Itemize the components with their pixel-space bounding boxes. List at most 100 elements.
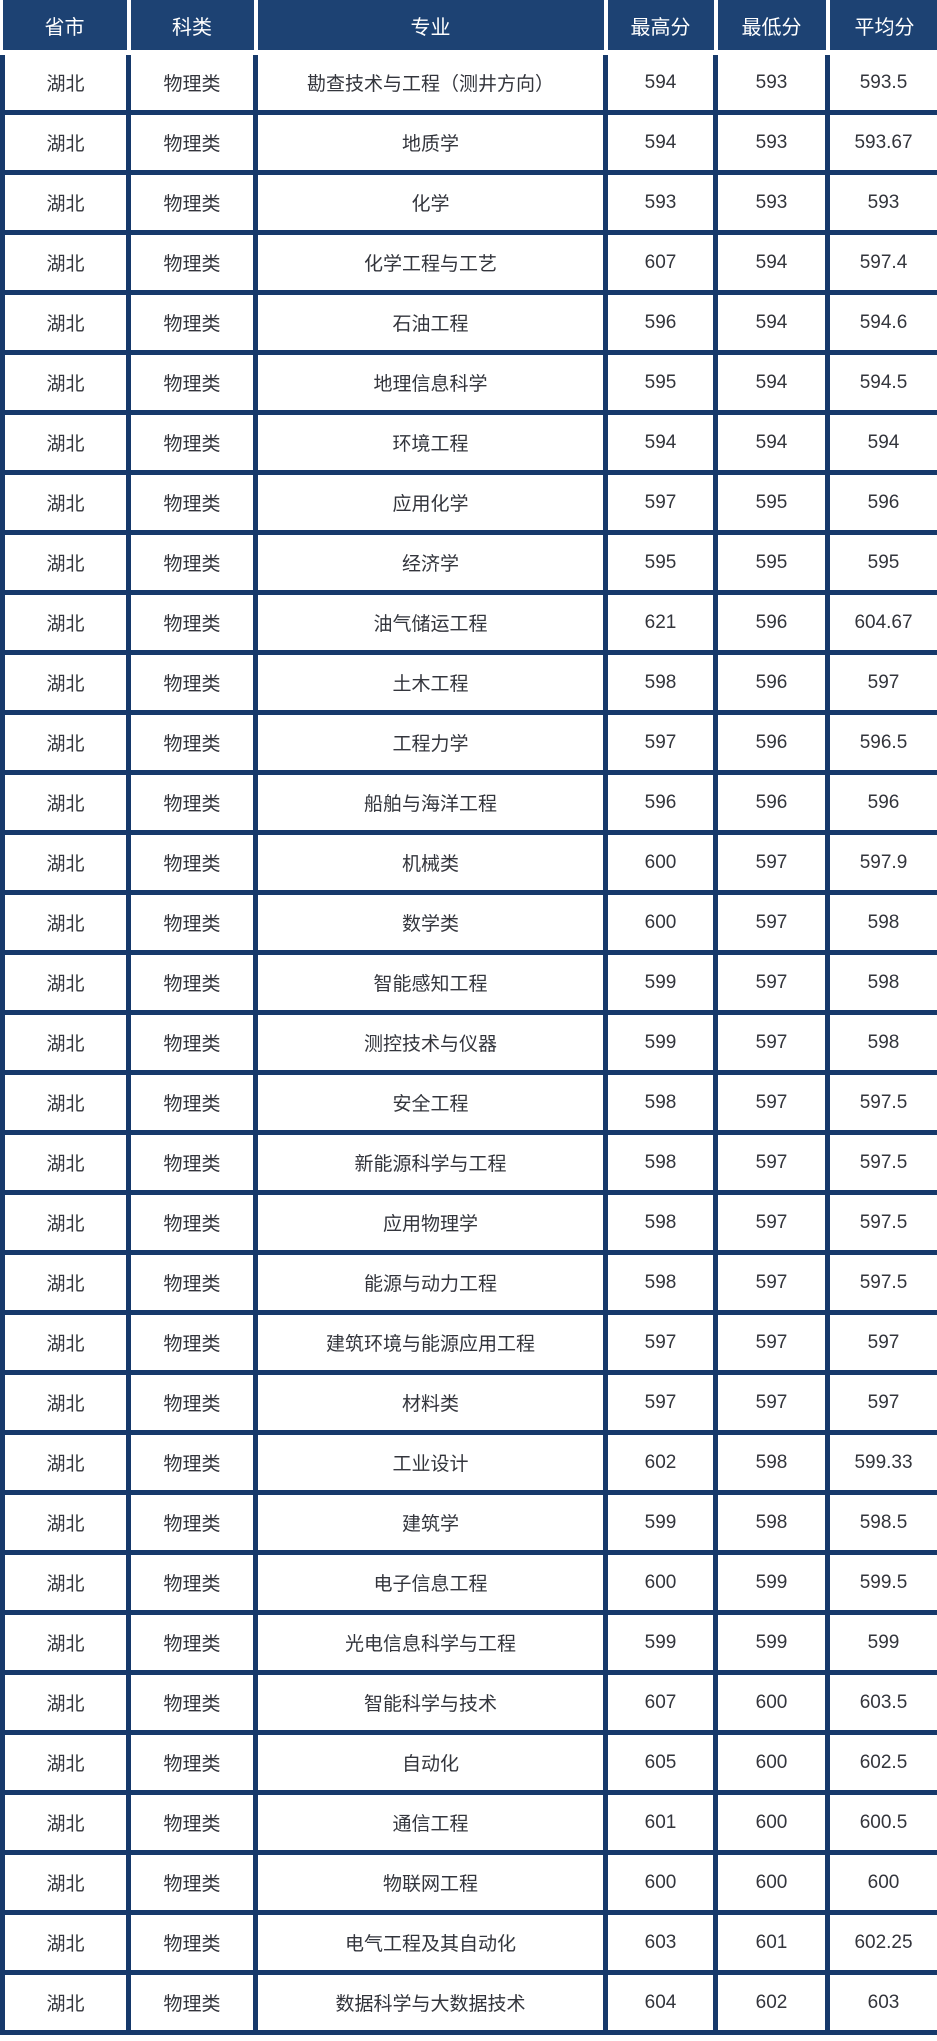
header-row: 省市 科类 专业 最高分 最低分 平均分 <box>2 0 937 55</box>
table-row: 湖北 物理类 光电信息科学与工程 599 599 599 <box>0 1610 937 1675</box>
cell: 600 <box>603 1550 718 1615</box>
cell: 599 <box>603 1490 718 1555</box>
table-row: 湖北 物理类 电子信息工程 600 599 599.5 <box>0 1550 937 1615</box>
cell: 物联网工程 <box>253 1850 608 1915</box>
cell: 602.25 <box>825 1910 937 1975</box>
column-header-1: 科类 <box>126 0 256 55</box>
cell: 598 <box>713 1490 830 1555</box>
table-row: 湖北 物理类 智能感知工程 599 597 598 <box>0 950 937 1015</box>
cell: 607 <box>603 230 718 295</box>
cell: 595 <box>713 530 830 595</box>
cell: 600 <box>603 830 718 895</box>
cell: 物理类 <box>126 950 258 1015</box>
cell: 湖北 <box>0 1070 131 1135</box>
cell: 600 <box>713 1790 830 1855</box>
cell: 598 <box>713 1430 830 1495</box>
cell: 物理类 <box>126 1550 258 1615</box>
cell: 湖北 <box>0 1610 131 1675</box>
cell: 596 <box>603 770 718 835</box>
cell: 604 <box>603 1970 718 2035</box>
cell: 602.5 <box>825 1730 937 1795</box>
cell: 物理类 <box>126 1370 258 1435</box>
cell: 通信工程 <box>253 1790 608 1855</box>
cell: 湖北 <box>0 1670 131 1735</box>
cell: 电气工程及其自动化 <box>253 1910 608 1975</box>
cell: 597 <box>713 950 830 1015</box>
cell: 湖北 <box>0 290 131 355</box>
cell: 湖北 <box>0 1790 131 1855</box>
table-row: 湖北 物理类 地理信息科学 595 594 594.5 <box>0 350 937 415</box>
cell: 物理类 <box>126 1190 258 1255</box>
table-row: 湖北 物理类 油气储运工程 621 596 604.67 <box>0 590 937 655</box>
cell: 598 <box>825 950 937 1015</box>
cell: 数据科学与大数据技术 <box>253 1970 608 2035</box>
cell: 湖北 <box>0 1550 131 1615</box>
cell: 智能科学与技术 <box>253 1670 608 1735</box>
cell: 598.5 <box>825 1490 937 1555</box>
cell: 物理类 <box>126 470 258 535</box>
cell: 604.67 <box>825 590 937 655</box>
cell: 593 <box>825 170 937 235</box>
cell: 油气储运工程 <box>253 590 608 655</box>
cell: 物理类 <box>126 830 258 895</box>
cell: 597 <box>713 1310 830 1375</box>
table-row: 湖北 物理类 环境工程 594 594 594 <box>0 410 937 475</box>
cell: 船舶与海洋工程 <box>253 770 608 835</box>
cell: 环境工程 <box>253 410 608 475</box>
cell: 597 <box>713 1010 830 1075</box>
cell: 600 <box>713 1730 830 1795</box>
cell: 物理类 <box>126 1130 258 1195</box>
cell: 湖北 <box>0 710 131 775</box>
cell: 605 <box>603 1730 718 1795</box>
cell: 物理类 <box>126 890 258 955</box>
cell: 597 <box>713 1130 830 1195</box>
cell: 物理类 <box>126 770 258 835</box>
table-row: 湖北 物理类 建筑学 599 598 598.5 <box>0 1490 937 1555</box>
cell: 新能源科学与工程 <box>253 1130 608 1195</box>
table-row: 湖北 物理类 能源与动力工程 598 597 597.5 <box>0 1250 937 1315</box>
cell: 597.9 <box>825 830 937 895</box>
cell: 597 <box>713 1190 830 1255</box>
table-row: 湖北 物理类 勘查技术与工程（测井方向） 594 593 593.5 <box>0 50 937 115</box>
table-row: 湖北 物理类 应用化学 597 595 596 <box>0 470 937 535</box>
cell: 湖北 <box>0 1970 131 2035</box>
cell: 物理类 <box>126 1490 258 1555</box>
cell: 593 <box>713 110 830 175</box>
cell: 应用化学 <box>253 470 608 535</box>
cell: 595 <box>603 350 718 415</box>
cell: 物理类 <box>126 290 258 355</box>
cell: 600 <box>603 1850 718 1915</box>
cell: 596 <box>713 650 830 715</box>
cell: 596 <box>713 590 830 655</box>
cell: 物理类 <box>126 1250 258 1315</box>
cell: 596 <box>713 710 830 775</box>
cell: 化学 <box>253 170 608 235</box>
cell: 物理类 <box>126 1010 258 1075</box>
cell: 土木工程 <box>253 650 608 715</box>
cell: 勘查技术与工程（测井方向） <box>253 50 608 115</box>
cell: 湖北 <box>0 1430 131 1495</box>
cell: 597.5 <box>825 1070 937 1135</box>
cell: 594 <box>713 410 830 475</box>
cell: 化学工程与工艺 <box>253 230 608 295</box>
cell: 593 <box>713 50 830 115</box>
cell: 物理类 <box>126 1430 258 1495</box>
table-row: 湖北 物理类 测控技术与仪器 599 597 598 <box>0 1010 937 1075</box>
cell: 湖北 <box>0 470 131 535</box>
table-row: 湖北 物理类 经济学 595 595 595 <box>0 530 937 595</box>
cell: 湖北 <box>0 110 131 175</box>
cell: 物理类 <box>126 410 258 475</box>
table-row: 湖北 物理类 材料类 597 597 597 <box>0 1370 937 1435</box>
cell: 物理类 <box>126 1790 258 1855</box>
table-row: 湖北 物理类 工业设计 602 598 599.33 <box>0 1430 937 1495</box>
table-row: 湖北 物理类 安全工程 598 597 597.5 <box>0 1070 937 1135</box>
cell: 建筑环境与能源应用工程 <box>253 1310 608 1375</box>
cell: 600 <box>713 1670 830 1735</box>
cell: 599 <box>825 1610 937 1675</box>
cell: 600 <box>713 1850 830 1915</box>
cell: 物理类 <box>126 710 258 775</box>
cell: 597 <box>825 1370 937 1435</box>
cell: 597 <box>603 1310 718 1375</box>
table-row: 湖北 物理类 地质学 594 593 593.67 <box>0 110 937 175</box>
